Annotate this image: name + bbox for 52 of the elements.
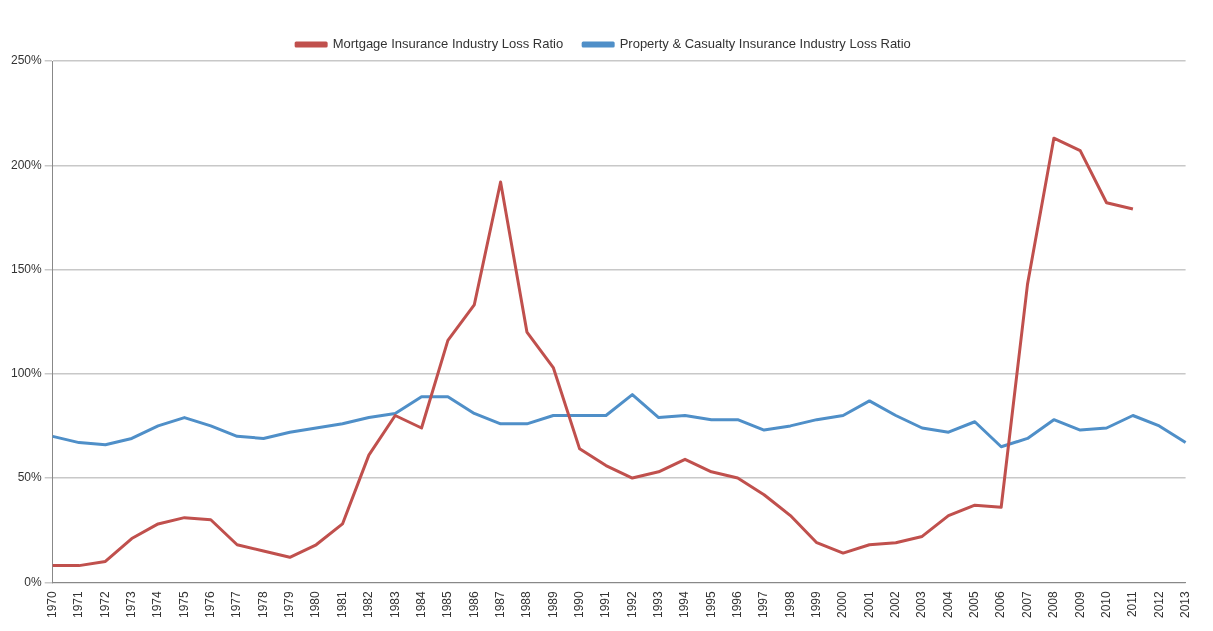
x-tick-label: 1984 xyxy=(413,590,428,619)
x-tick-label: 1978 xyxy=(255,590,270,619)
x-tick-label: 1974 xyxy=(150,590,165,619)
x-tick-label: 1996 xyxy=(730,590,745,619)
x-tick-label: 2001 xyxy=(861,590,876,619)
x-tick-label: 2005 xyxy=(967,590,982,619)
x-tick-label: 2003 xyxy=(914,590,929,619)
x-tick-label: 1973 xyxy=(124,590,139,619)
x-tick-label: 1975 xyxy=(176,590,191,619)
x-tick-label: 1990 xyxy=(571,590,586,619)
x-tick-label: 1979 xyxy=(282,590,297,619)
x-tick-label: 1981 xyxy=(334,590,349,619)
legend-label: Mortgage Insurance Industry Loss Ratio xyxy=(332,36,564,52)
x-tick-label: 1999 xyxy=(809,590,824,619)
x-tick-label: 2002 xyxy=(888,590,903,619)
x-tick-label: 1987 xyxy=(492,590,507,619)
x-tick-label: 2012 xyxy=(1151,590,1166,619)
y-tick-label: 50% xyxy=(17,470,43,485)
x-tick-label: 1976 xyxy=(203,590,218,619)
x-tick-label: 1997 xyxy=(756,590,771,619)
y-tick-label: 200% xyxy=(10,157,43,172)
x-tick-label: 2009 xyxy=(1072,590,1087,619)
x-tick-label: 2006 xyxy=(993,590,1008,619)
x-tick-label: 2007 xyxy=(1019,590,1034,619)
x-tick-label: 1977 xyxy=(229,590,244,619)
x-tick-label: 2011 xyxy=(1125,590,1140,618)
x-tick-label: 1989 xyxy=(545,590,560,619)
y-tick-label: 0% xyxy=(24,574,43,589)
x-tick-label: 1991 xyxy=(598,590,613,619)
y-tick-label: 150% xyxy=(10,261,43,276)
x-tick-label: 2008 xyxy=(1046,590,1061,619)
x-tick-label: 1982 xyxy=(361,590,376,619)
y-tick-label: 250% xyxy=(10,53,43,68)
x-tick-label: 1988 xyxy=(519,590,534,619)
x-tick-label: 1998 xyxy=(782,590,797,619)
y-tick-label: 100% xyxy=(10,366,43,381)
x-tick-label: 1993 xyxy=(650,590,665,619)
x-tick-label: 1980 xyxy=(308,590,323,619)
x-tick-label: 1983 xyxy=(387,590,402,619)
x-tick-label: 1994 xyxy=(677,590,692,619)
x-tick-label: 1992 xyxy=(624,590,639,619)
x-tick-label: 1995 xyxy=(703,590,718,619)
x-tick-label: 1985 xyxy=(440,590,455,619)
legend-label: Property & Casualty Insurance Industry Loss Ratio xyxy=(619,36,911,52)
x-tick-label: 2000 xyxy=(835,590,850,619)
x-tick-label: 1971 xyxy=(71,590,86,619)
x-tick-label: 1972 xyxy=(97,590,112,619)
x-tick-label: 1970 xyxy=(45,590,59,619)
x-tick-label: 1986 xyxy=(466,590,481,619)
x-tick-label: 2010 xyxy=(1098,590,1113,619)
x-tick-label: 2004 xyxy=(940,590,955,619)
x-tick-label: 2013 xyxy=(1177,590,1192,619)
